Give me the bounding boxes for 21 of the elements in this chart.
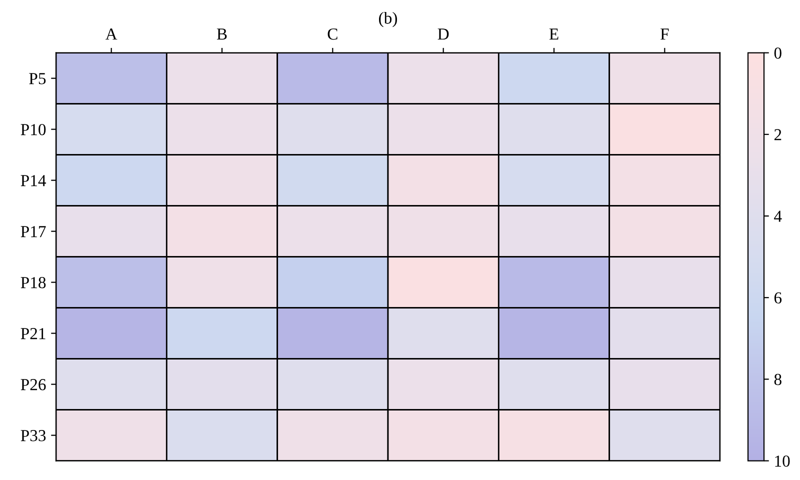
- color-bar-label: 6: [774, 292, 782, 304]
- y-tick-label: P17: [20, 226, 46, 238]
- x-tick-label: F: [660, 28, 669, 40]
- x-tick-label: E: [549, 28, 558, 40]
- y-tick-label: P33: [20, 430, 46, 442]
- x-tick-label: C: [328, 28, 338, 40]
- color-bar-label: 2: [774, 129, 782, 140]
- color-bar-label: 8: [774, 374, 782, 386]
- color-bar-label: 4: [774, 210, 782, 222]
- y-tick-label: P14: [20, 175, 46, 186]
- y-tick-label: P26: [20, 379, 46, 390]
- y-tick-label: P21: [20, 328, 46, 340]
- chart-title: (b): [379, 12, 397, 28]
- x-tick-label: B: [216, 28, 227, 40]
- color-bar-label: 0: [774, 48, 782, 59]
- y-tick-label: P18: [20, 277, 46, 288]
- y-tick-label: P5: [29, 73, 46, 84]
- x-tick-label: A: [105, 28, 118, 40]
- color-bar-label: 10: [775, 456, 790, 467]
- y-tick-label: P10: [20, 124, 46, 136]
- x-tick-label: D: [438, 28, 449, 40]
